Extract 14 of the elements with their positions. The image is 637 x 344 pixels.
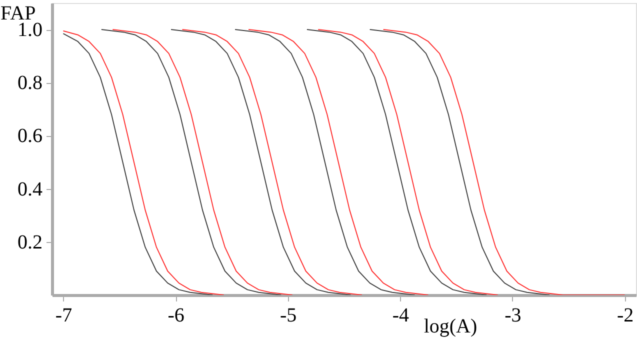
x-tick-label: -6 — [168, 304, 184, 326]
x-tick-label: -3 — [504, 304, 522, 326]
y-tick-label: 0.6 — [18, 125, 42, 148]
x-tick-label: -7 — [55, 304, 72, 326]
y-tick-label: 0.8 — [18, 72, 42, 94]
y-tick-label: 0.4 — [18, 178, 42, 200]
x-tick-label: -4 — [392, 304, 409, 326]
x-axis-title: log(A) — [424, 316, 478, 338]
x-tick-label: -5 — [280, 304, 297, 326]
x-tick-label: -2 — [616, 304, 634, 326]
line-series — [369, 29, 550, 295]
y-tick-label: 0.2 — [18, 231, 42, 254]
line-series — [382, 29, 626, 295]
y-tick-label: 1.0 — [18, 19, 42, 42]
